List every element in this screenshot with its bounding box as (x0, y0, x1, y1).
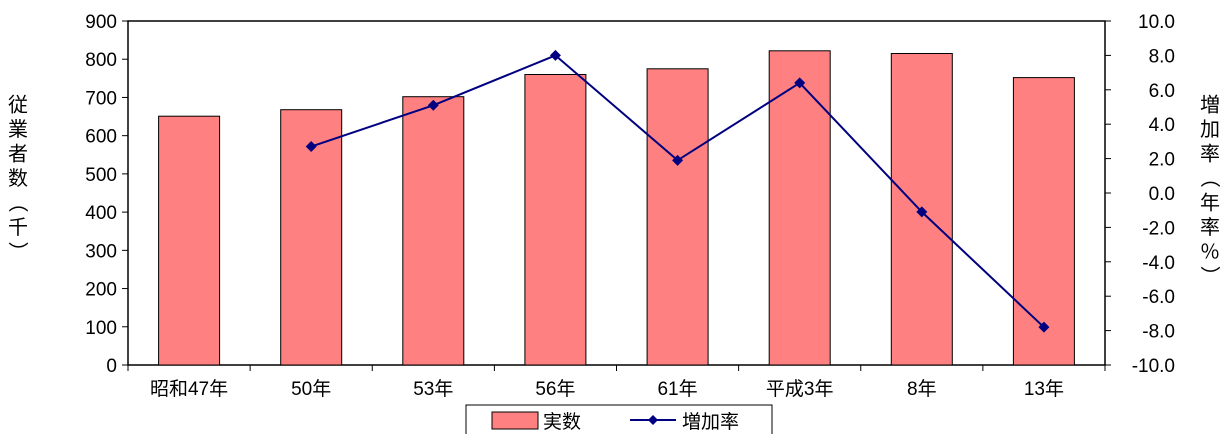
axis-title-char: ％ (1200, 239, 1220, 263)
y-left-tick-label-3: 300 (85, 241, 117, 262)
axis-title-char: 業 (8, 117, 28, 141)
axis-title-char: 率 (1200, 215, 1220, 239)
legend-swatch-bar (491, 411, 539, 430)
x-tick-label-1: 50年 (291, 378, 331, 400)
axis-title-char: 千 (8, 215, 28, 239)
line-point-2 (427, 99, 439, 111)
bar-0 (158, 115, 221, 366)
y-right-tick-label-10: 10.0 (1138, 12, 1175, 33)
y-left-tick-label-1: 100 (85, 318, 117, 339)
x-tick-label-2: 53年 (413, 378, 453, 400)
y-left-tick-label-5: 500 (85, 165, 117, 186)
line-point-1 (305, 141, 317, 153)
y-right-tick-label-6: 2.0 (1149, 150, 1175, 171)
y-right-tick-label-1: -8.0 (1142, 322, 1175, 343)
axis-title-char: （ (1198, 168, 1222, 188)
y-left-tick-label-9: 900 (85, 12, 117, 33)
axis-title-char: ） (6, 242, 30, 262)
axis-title-char: 数 (8, 166, 28, 190)
bar-5 (768, 50, 831, 366)
bar-1 (280, 109, 343, 366)
legend: 実数 増加率 (465, 404, 773, 434)
bar-2 (402, 96, 465, 366)
line-point-6 (916, 206, 928, 218)
y-left-tick-label-8: 800 (85, 50, 117, 71)
axis-title-char: 加 (1200, 117, 1220, 141)
axis-title-char: ） (1198, 266, 1222, 286)
bar-7 (1012, 77, 1075, 366)
x-tick-label-5: 平成3年 (766, 378, 834, 400)
y-right-tick-label-4: -2.0 (1142, 218, 1175, 239)
line-point-5 (794, 77, 806, 89)
y-left-tick-label-6: 600 (85, 127, 117, 148)
axis-title-char: 従 (8, 93, 28, 117)
line-point-7 (1038, 321, 1050, 333)
x-tick-label-0: 昭和47年 (150, 378, 228, 400)
y-left-tick-label-2: 200 (85, 280, 117, 301)
x-tick-label-4: 61年 (657, 378, 697, 400)
y-right-tick-label-7: 4.0 (1149, 115, 1175, 136)
y-right-tick-label-5: 0.0 (1149, 184, 1175, 205)
line-point-4 (672, 154, 684, 166)
y-right-tick-label-0: -10.0 (1132, 356, 1175, 377)
legend-label-line: 増加率 (682, 411, 739, 433)
axis-title-char: 率 (1200, 141, 1220, 165)
x-tick-label-6: 8年 (907, 378, 937, 400)
bar-4 (646, 68, 709, 366)
legend-marker-diamond (648, 415, 658, 425)
y-left-tick-label-0: 0 (106, 356, 117, 377)
y-axis-right-title: 増加率（年率％） (1198, 92, 1222, 286)
axis-title-char: （ (6, 193, 30, 213)
y-right-tick-label-8: 6.0 (1149, 81, 1175, 102)
x-tick-label-7: 13年 (1024, 378, 1064, 400)
y-right-tick-label-3: -4.0 (1142, 253, 1175, 274)
bar-3 (524, 74, 587, 366)
y-left-tick-label-4: 400 (85, 203, 117, 224)
axis-title-char: 年 (1200, 190, 1220, 214)
y-left-tick-label-7: 700 (85, 88, 117, 109)
axis-title-char: 増 (1200, 92, 1220, 116)
axis-title-char: 者 (8, 142, 28, 166)
line-point-3 (549, 49, 561, 61)
x-tick-label-3: 56年 (535, 378, 575, 400)
y-right-tick-label-9: 8.0 (1149, 46, 1175, 67)
y-right-tick-label-2: -6.0 (1142, 287, 1175, 308)
legend-label-bar: 実数 (543, 411, 581, 433)
plot-area (127, 20, 1106, 366)
